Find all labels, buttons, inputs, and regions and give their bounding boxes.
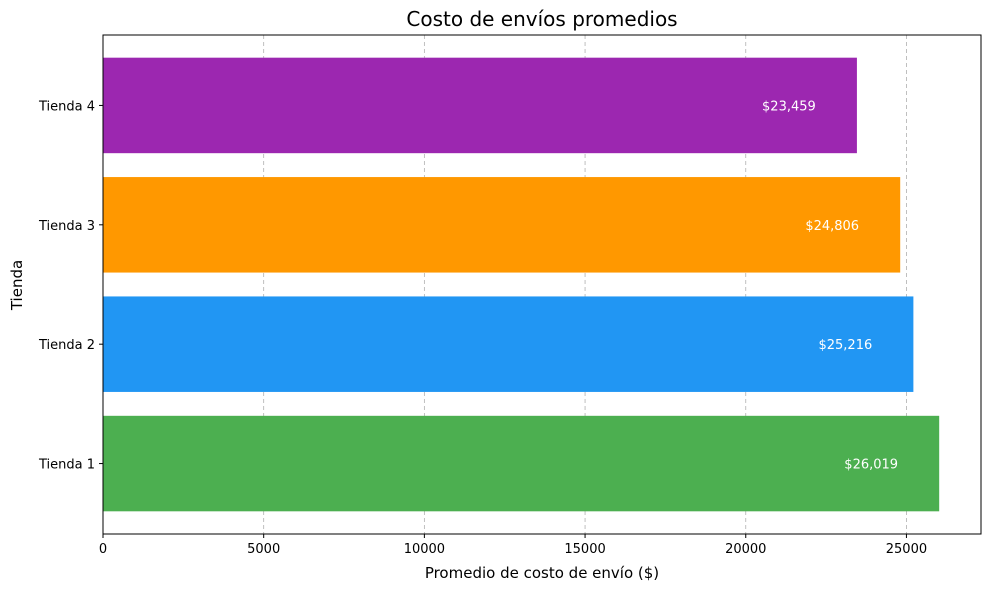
bars xyxy=(103,57,940,512)
bar-tienda-4 xyxy=(103,57,857,154)
bar-value-label: $24,806 xyxy=(805,219,859,234)
x-tick-label: 0 xyxy=(99,542,107,557)
bar-value-label: $23,459 xyxy=(762,99,816,114)
y-tick-label: Tienda 2 xyxy=(38,338,95,353)
bar-value-labels: $26,019 $25,216 $24,806 $23,459 xyxy=(762,99,898,472)
chart-title: Costo de envíos promedios xyxy=(406,7,677,31)
x-tick-label: 25000 xyxy=(886,542,927,557)
bar-tienda-1 xyxy=(103,415,940,512)
x-tick-label: 15000 xyxy=(564,542,605,557)
x-tick-label: 10000 xyxy=(404,542,445,557)
y-tick-label: Tienda 3 xyxy=(38,219,95,234)
x-axis-ticks: 0 5000 10000 15000 20000 25000 xyxy=(99,534,927,557)
bar-value-label: $26,019 xyxy=(844,458,898,473)
y-tick-label: Tienda 4 xyxy=(38,99,95,114)
y-axis-ticks: Tienda 1 Tienda 2 Tienda 3 Tienda 4 xyxy=(38,99,103,473)
x-axis-title: Promedio de costo de envío ($) xyxy=(425,564,659,582)
y-tick-label: Tienda 1 xyxy=(38,458,95,473)
bar-tienda-2 xyxy=(103,296,914,392)
y-axis-title: Tienda xyxy=(8,260,26,311)
x-tick-label: 5000 xyxy=(247,542,280,557)
bar-tienda-3 xyxy=(103,177,901,273)
x-tick-label: 20000 xyxy=(725,542,766,557)
bar-value-label: $25,216 xyxy=(818,338,872,353)
plot-frame xyxy=(102,34,982,535)
